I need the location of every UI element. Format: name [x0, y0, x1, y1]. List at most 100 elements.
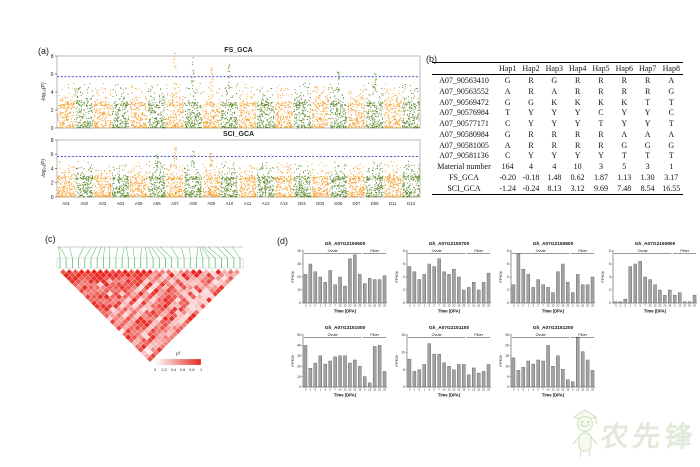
value-cell: C: [504, 151, 511, 161]
value-cell: 1.87: [593, 173, 608, 183]
watermark-text: 农先锋: [598, 421, 696, 453]
row-label-cell: A07_90580984: [439, 129, 489, 139]
value-cell: Y: [528, 108, 534, 118]
value-cell: A: [504, 140, 511, 150]
value-cell: 4: [552, 162, 557, 172]
value-cell: -1.24: [496, 183, 520, 195]
value-cell: Y: [644, 108, 651, 118]
table-row: A07_90580984 G R R R R A A A: [432, 129, 683, 140]
value-cell: Y: [574, 119, 581, 129]
table-row: A07_90581005 A R R R R G G G: [432, 140, 683, 151]
value-cell: K: [551, 97, 558, 107]
value-cell: R: [621, 86, 627, 96]
value-cell: R: [528, 129, 534, 139]
value-cell: A: [668, 75, 675, 85]
value-cell: -0.20: [499, 173, 516, 183]
svg-text:2: 2: [51, 108, 54, 114]
row-label-cell: A07_90569472: [439, 97, 489, 107]
value-cell: Y: [574, 108, 581, 118]
panel-d-label: (d): [277, 236, 288, 246]
value-cell: K: [621, 97, 628, 107]
table-row: A07_90569472 G G K K K K T T: [432, 97, 683, 108]
value-cell: G: [668, 140, 675, 150]
value-cell: 8.54: [635, 183, 660, 195]
table-row: FS_GCA -0.20 -0.18 1.48 0.62 1.87 1.13 1.30 3.17: [432, 172, 683, 183]
panel-a-label: (a): [38, 46, 49, 56]
value-cell: Y: [598, 151, 604, 161]
column-header: Hap7: [635, 61, 660, 76]
value-cell: R: [644, 75, 651, 85]
value-cell: T: [668, 97, 674, 107]
value-cell: T: [645, 151, 651, 161]
value-cell: T: [505, 108, 511, 118]
column-header: [432, 61, 496, 76]
haplotype-table: Hap1 Hap2 Hap3 Hap4 Hap5 Hap6 Hap7 Hap8 A07_905…: [432, 61, 684, 195]
ld-heatmap: r²0 0.2 0.4 0.6 0.8 1: [56, 246, 244, 372]
row-label-cell: A07_90577171: [439, 119, 489, 129]
table-row: SCI_GCA -1.24 -0.24 8.13 3.12 9.69 7.48 8.54 16.…: [432, 183, 684, 195]
value-cell: Y: [621, 108, 628, 118]
table-row: Material number 164 4 4 10 3 5 3 1: [432, 161, 683, 172]
value-cell: R: [528, 75, 534, 85]
value-cell: 3.17: [664, 173, 679, 183]
table-row: A07_90563410 G R G R R R R A: [432, 75, 683, 86]
value-cell: 10: [573, 162, 582, 172]
value-cell: Y: [551, 151, 558, 161]
haplotype-table-header: Hap1 Hap2 Hap3 Hap4 Hap5 Hap6 Hap7 Hap8: [432, 61, 684, 76]
value-cell: R: [574, 75, 581, 85]
value-cell: G: [504, 129, 511, 139]
value-cell: G: [644, 140, 651, 150]
column-header: Hap2: [519, 61, 543, 76]
value-cell: T: [668, 151, 674, 161]
value-cell: T: [621, 151, 627, 161]
value-cell: 1.30: [640, 173, 655, 183]
value-cell: A: [504, 86, 511, 96]
value-cell: R: [574, 129, 581, 139]
panel-b-label: (b): [426, 54, 437, 64]
value-cell: G: [668, 86, 675, 96]
svg-text:0: 0: [51, 126, 54, 130]
row-label-cell: A07_90581136: [439, 151, 489, 161]
value-cell: Y: [574, 151, 581, 161]
value-cell: A: [621, 129, 628, 139]
value-cell: G: [621, 140, 628, 150]
value-cell: 9.69: [589, 183, 613, 195]
row-label-cell: A07_90563552: [439, 86, 489, 96]
value-cell: K: [598, 97, 604, 107]
value-cell: 1.48: [547, 173, 562, 183]
panel-c-label: (c): [45, 234, 56, 244]
row-label-cell: SCI_GCA: [432, 183, 496, 195]
value-cell: C: [504, 119, 511, 129]
svg-text:6: 6: [51, 72, 54, 78]
table-header-row: Hap1 Hap2 Hap3 Hap4 Hap5 Hap6 Hap7 Hap8: [432, 61, 684, 76]
column-header: Hap6: [612, 61, 636, 76]
value-cell: R: [574, 140, 581, 150]
value-cell: G: [504, 75, 511, 85]
value-cell: Y: [621, 119, 628, 129]
watermark: 农先锋: [572, 409, 696, 458]
watermark-mascot-icon: [572, 409, 598, 458]
row-label-cell: A07_90576984: [439, 108, 489, 118]
table-row: A07_90581136 C Y Y Y Y T T T: [432, 151, 683, 162]
svg-text:-log₁₀(P): -log₁₀(P): [41, 82, 47, 102]
value-cell: R: [598, 86, 604, 96]
value-cell: A: [668, 129, 675, 139]
value-cell: R: [644, 86, 651, 96]
value-cell: 0.62: [570, 173, 585, 183]
column-header: Hap4: [565, 61, 590, 76]
value-cell: R: [598, 129, 604, 139]
value-cell: 3: [598, 162, 603, 172]
value-cell: R: [528, 86, 534, 96]
value-cell: R: [621, 75, 627, 85]
value-cell: 164: [501, 162, 514, 172]
value-cell: 3: [645, 162, 650, 172]
value-cell: K: [574, 97, 581, 107]
value-cell: 7.48: [612, 183, 636, 195]
value-cell: T: [598, 119, 604, 129]
